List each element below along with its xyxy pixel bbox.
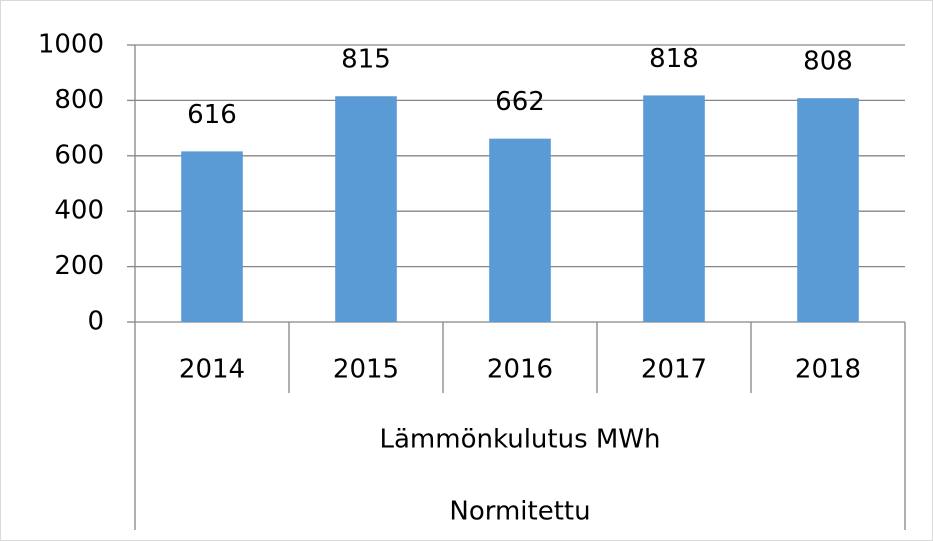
y-tick-label: 600 <box>54 140 104 170</box>
y-tick-label: 0 <box>87 307 104 337</box>
y-tick-label: 400 <box>54 196 104 226</box>
x-tick-label: 2018 <box>795 355 861 385</box>
data-label: 818 <box>649 44 699 74</box>
x-tick-label: 2015 <box>333 355 399 385</box>
data-label: 815 <box>341 45 391 75</box>
data-label: 616 <box>187 100 237 130</box>
bar <box>643 95 705 322</box>
bar <box>335 96 397 323</box>
bar <box>797 98 859 323</box>
y-tick-label: 200 <box>54 251 104 281</box>
x-tick-label: 2017 <box>641 355 707 385</box>
y-tick-label: 1000 <box>38 30 104 60</box>
bar <box>489 138 551 322</box>
data-label: 662 <box>495 87 545 117</box>
x-tick-label: 2014 <box>179 355 245 385</box>
category-group-label: Normitettu <box>449 497 590 527</box>
bar <box>181 151 243 322</box>
category-group-label: Lämmönkulutus MWh <box>380 425 661 455</box>
data-label: 808 <box>803 47 853 77</box>
y-tick-label: 800 <box>54 85 104 115</box>
x-tick-label: 2016 <box>487 355 553 385</box>
